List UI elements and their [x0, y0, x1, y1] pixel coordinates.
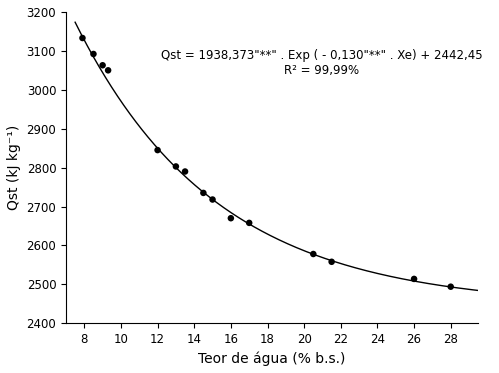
Point — [154, 147, 162, 153]
Point — [78, 35, 86, 41]
Point — [328, 259, 336, 265]
Point — [227, 215, 235, 221]
Point — [447, 284, 455, 290]
Point — [200, 190, 208, 196]
Point — [172, 163, 180, 169]
Text: Qst = 1938,373"**" . Exp ( - 0,130"**" . Xe) + 2442,45
R² = 99,99%: Qst = 1938,373"**" . Exp ( - 0,130"**" .… — [161, 49, 483, 77]
Point — [99, 62, 107, 68]
Point — [181, 169, 189, 175]
Point — [309, 251, 317, 257]
Point — [245, 220, 253, 226]
Point — [209, 197, 217, 203]
Point — [104, 68, 112, 73]
Y-axis label: Qst (kJ kg⁻¹): Qst (kJ kg⁻¹) — [7, 125, 21, 210]
Point — [89, 51, 97, 57]
X-axis label: Teor de água (% b.s.): Teor de água (% b.s.) — [199, 352, 346, 366]
Point — [410, 276, 418, 282]
